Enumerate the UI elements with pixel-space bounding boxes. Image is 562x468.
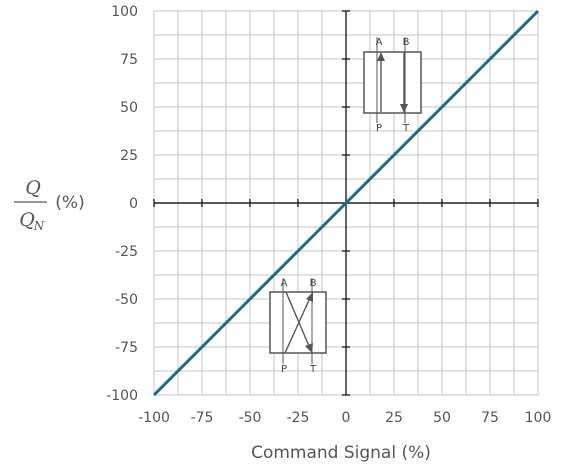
y-axis-title-subscript: N	[33, 219, 45, 233]
valve-lower-label-p: P	[281, 364, 287, 375]
valve-lower-arrowhead-down	[305, 343, 313, 353]
valve-upper-label-p: P	[376, 123, 382, 134]
valve-lower-label-b: B	[310, 278, 317, 289]
y-tick-label: -25	[115, 244, 138, 260]
y-tick-label: 75	[120, 52, 138, 68]
x-tick-label: 100	[525, 410, 552, 426]
valve-lower-arrow-up	[284, 297, 311, 354]
x-tick-label: -50	[239, 410, 262, 426]
valve-lower-box	[269, 291, 327, 354]
y-tick-label: -50	[115, 292, 138, 308]
valve-upper-label-b: B	[403, 37, 410, 48]
y-axis-title-denominator: Q	[19, 209, 35, 231]
tick-labels: -100 -75 -50 -25 0 25 50 75 100 100 75 50 25 0 -25 -50 -…	[106, 4, 551, 426]
x-tick-label: -25	[287, 410, 310, 426]
y-tick-label: 25	[120, 148, 138, 164]
x-tick-label: -75	[191, 410, 214, 426]
x-tick-label: 0	[342, 410, 351, 426]
x-tick-label: 75	[481, 410, 499, 426]
y-axis-title: Q Q N (%)	[14, 177, 85, 233]
y-axis-title-unit: (%)	[55, 193, 84, 213]
valve-upper-label-t: T	[402, 123, 410, 134]
y-tick-label: -75	[115, 340, 138, 356]
valve-upper-label-a: A	[376, 37, 383, 48]
x-tick-label: -100	[138, 410, 170, 426]
valve-upper-arrowhead-up	[377, 52, 385, 61]
x-tick-label: 25	[385, 410, 403, 426]
x-axis-title: Command Signal (%)	[251, 443, 431, 463]
valve-lower-label-a: A	[281, 278, 288, 289]
valve-lower-arrowhead-up	[306, 292, 313, 302]
valve-lower-label-t: T	[309, 364, 317, 375]
valve-symbol-lower: A B P T	[269, 278, 327, 375]
y-tick-label: 100	[111, 4, 138, 20]
x-tick-label: 50	[433, 410, 451, 426]
valve-upper-box	[363, 51, 422, 114]
y-tick-label: 50	[120, 100, 138, 116]
series-layer	[152, 9, 540, 397]
y-tick-label: 0	[129, 196, 138, 212]
series-line	[152, 9, 540, 397]
valve-upper-arrowhead-down	[400, 104, 408, 113]
y-tick-label: -100	[106, 388, 138, 404]
valve-lower-arrow-down	[285, 291, 310, 347]
valve-symbol-upper: A B P T	[363, 37, 422, 134]
y-axis-title-numerator: Q	[25, 177, 41, 199]
